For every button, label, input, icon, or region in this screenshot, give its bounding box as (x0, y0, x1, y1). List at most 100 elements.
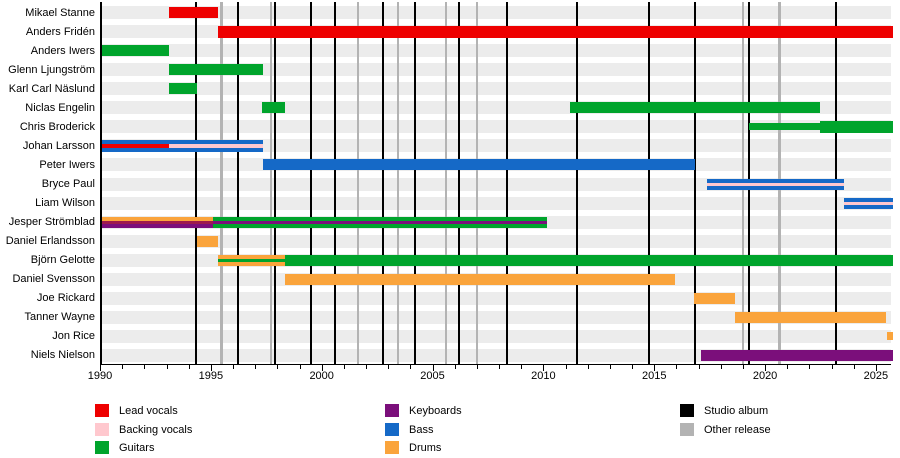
legend-label: Drums (409, 442, 442, 454)
guitars-stripe (212, 216, 547, 221)
timeline-bar (102, 216, 213, 228)
other-release-line (396, 2, 400, 364)
axis-tick (255, 365, 257, 369)
drums-stripe (734, 311, 887, 323)
axis-tick (632, 365, 634, 369)
member-label: Björn Gelotte (30, 254, 95, 267)
timeline-bar (820, 120, 893, 133)
axis-tick (543, 365, 545, 371)
axis-tick-label: 1995 (198, 370, 224, 382)
timeline-bar (217, 25, 893, 38)
axis-tick-label: 2025 (863, 370, 889, 382)
axis-tick (410, 365, 412, 369)
member-label: Daniel Svensson (12, 273, 95, 286)
bass-stripe (843, 197, 893, 202)
studio-album-legend-swatch (680, 404, 694, 417)
member-label: Glenn Ljungström (8, 63, 95, 76)
timeline-bar (212, 216, 547, 228)
member-label: Tanner Wayne (24, 311, 95, 324)
timeline-bar (707, 178, 844, 190)
axis-tick-label: 2000 (309, 370, 334, 382)
row-band (102, 329, 891, 343)
bass-stripe (843, 204, 893, 209)
member-label: Joe Rickard (36, 292, 95, 305)
guitars-stripe (820, 120, 893, 133)
drums-stripe (197, 235, 218, 247)
member-label: Karl Carl Näslund (8, 82, 95, 95)
member-label: Niels Nielson (30, 349, 95, 362)
keyboards-stripe (700, 349, 893, 361)
studio-album-line (414, 2, 417, 364)
legend-label: Studio album (704, 405, 769, 417)
timeline-bar (886, 332, 893, 341)
axis-tick (299, 365, 301, 369)
guitars-legend-swatch (95, 441, 109, 454)
axis-tick (454, 365, 456, 369)
drums-stripe (102, 216, 213, 221)
timeline-bar (102, 45, 169, 57)
axis-tick (521, 365, 523, 369)
lead-vocals-stripe (102, 143, 169, 148)
drums-stripe (693, 292, 735, 304)
other-release-line (220, 2, 223, 364)
legend-label: Other release (704, 423, 771, 436)
axis-tick (609, 365, 611, 369)
studio-album-line (273, 2, 276, 364)
row-band (102, 63, 891, 77)
axis-tick-label: 2005 (420, 370, 445, 382)
studio-album-line (457, 2, 460, 364)
guitars-stripe (217, 258, 285, 262)
axis-tick-label: 2015 (641, 370, 667, 382)
axis-tick (321, 365, 323, 371)
row-band (102, 120, 891, 134)
timeline-bar (217, 254, 285, 266)
axis-tick (809, 365, 811, 369)
bass-stripe (102, 147, 169, 152)
guitars-stripe (569, 102, 821, 114)
member-label: Jon Rice (52, 330, 95, 343)
axis-tick (188, 365, 190, 369)
timeline-plot (100, 2, 893, 365)
lead-vocals-stripe (217, 25, 893, 38)
row-band (102, 196, 891, 210)
guitars-stripe (748, 123, 821, 131)
other-release-line (356, 2, 360, 364)
axis-tick (654, 365, 656, 371)
backing-vocals-stripe (168, 143, 263, 148)
drums-stripe (217, 254, 285, 259)
guitars-stripe (212, 223, 547, 228)
legend: Lead vocals Backing vocals Guitars Keyboard… (0, 398, 900, 458)
axis-tick (210, 365, 212, 371)
guitars-stripe (261, 102, 285, 114)
axis-tick (565, 365, 567, 369)
studio-album-line (381, 2, 384, 364)
timeline-bar (843, 197, 893, 209)
studio-album-line (333, 2, 336, 364)
axis-tick (343, 365, 345, 369)
axis-tick (388, 365, 390, 369)
row-band (102, 44, 891, 58)
legend-label: Keyboards (409, 405, 462, 417)
timeline-bar (693, 292, 735, 304)
bass-stripe (262, 159, 695, 171)
member-label: Daniel Erlandsson (5, 235, 95, 248)
axis-tick (831, 365, 833, 369)
maroon-blend-stripe (102, 220, 213, 224)
other-release-line (444, 2, 448, 364)
row-band (102, 234, 891, 248)
guitars-stripe (102, 45, 169, 57)
axis-tick (277, 365, 279, 369)
studio-album-line (194, 2, 197, 364)
drums-stripe (217, 261, 285, 266)
other-release-legend-swatch (680, 422, 694, 436)
legend-label: Backing vocals (119, 423, 193, 436)
timeline-bar (168, 139, 263, 152)
keyboards-stripe (102, 223, 213, 228)
bass-stripe (168, 147, 263, 152)
axis-tick (100, 365, 101, 371)
row-band (102, 348, 891, 362)
member-label: Anders Fridén (25, 25, 95, 38)
axis-tick (698, 365, 700, 369)
axis-tick (122, 365, 124, 369)
legend-label: Guitars (119, 442, 155, 454)
